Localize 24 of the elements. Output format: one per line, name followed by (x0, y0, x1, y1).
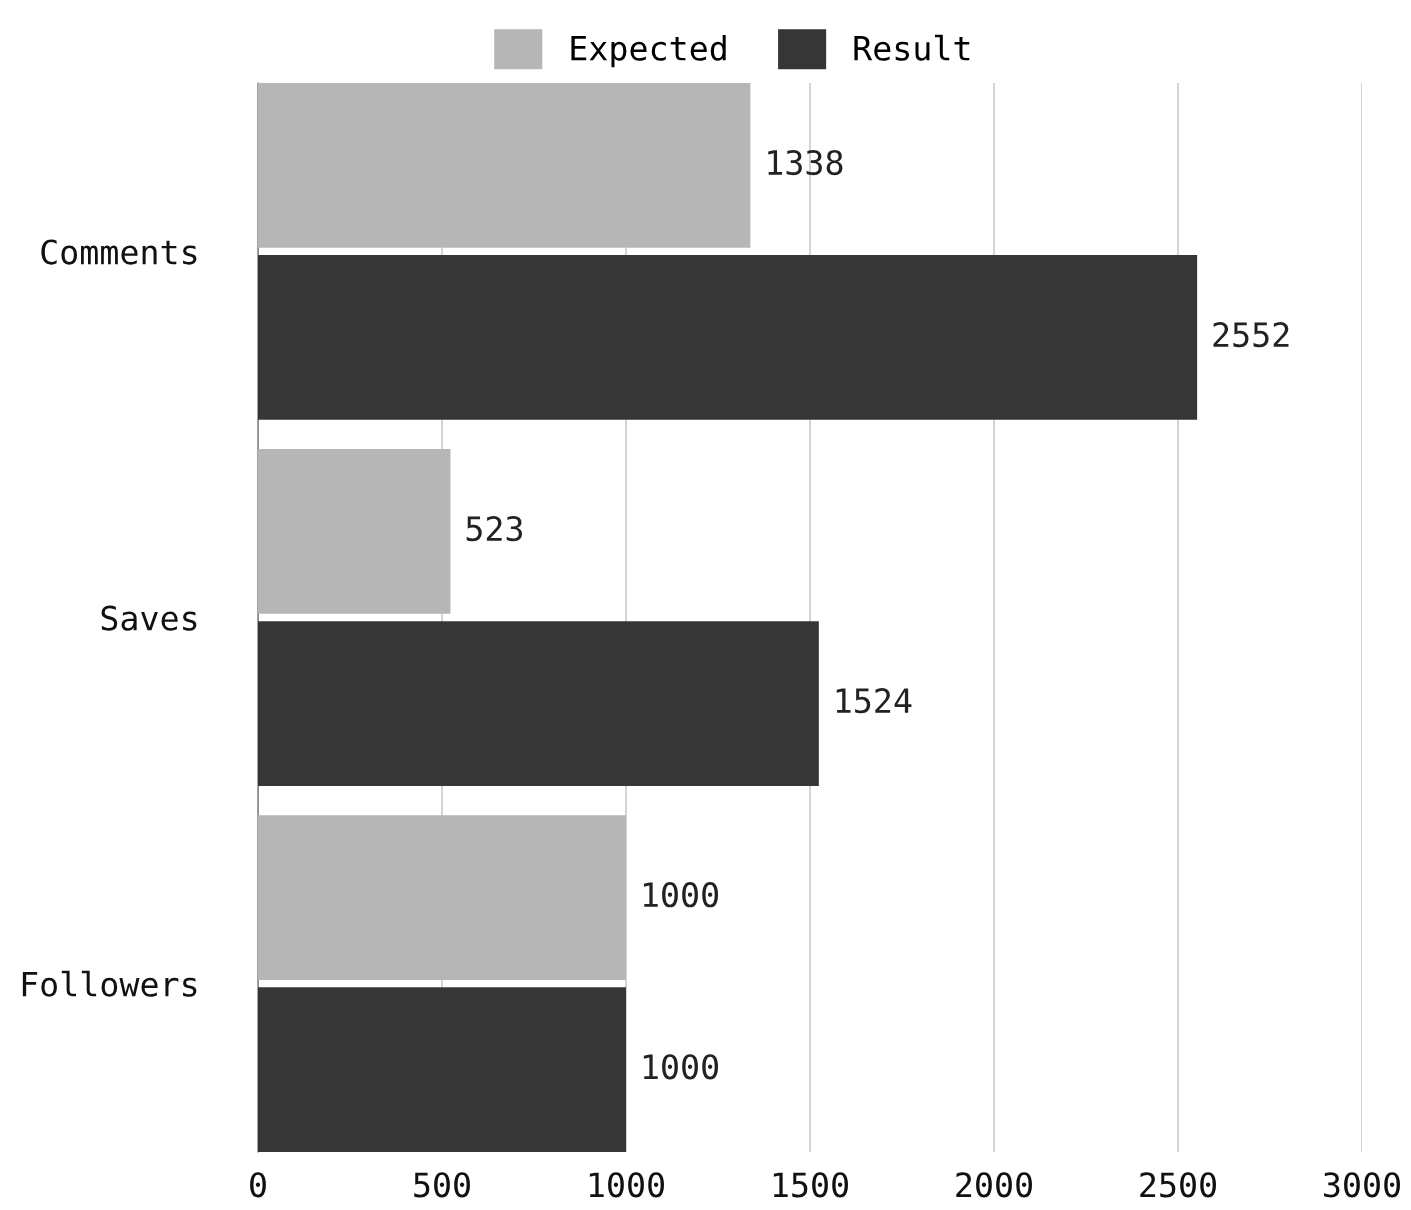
data-label: 523 (466, 516, 523, 542)
data-label: 1524 (836, 688, 912, 714)
data-label: 1000 (643, 1054, 718, 1080)
x-tick-label: 2000 (956, 1172, 1032, 1198)
x-tick-label: 3000 (1324, 1172, 1400, 1198)
y-tick-label: Saves (101, 605, 197, 631)
data-label: 1338 (768, 149, 843, 176)
x-tick-label: 1500 (773, 1172, 848, 1198)
legend-label: Expected (571, 35, 726, 68)
bar (258, 83, 751, 248)
bar (258, 621, 819, 786)
x-tick-label: 1000 (589, 1172, 664, 1198)
data-label: 1000 (643, 882, 718, 908)
x-tick-label: 2500 (1140, 1172, 1216, 1198)
y-tick-label: Comments (41, 239, 197, 265)
bar (258, 449, 451, 614)
x-tick-label: 0 (250, 1172, 266, 1198)
bar (258, 255, 1198, 420)
x-tick-label: 500 (414, 1172, 470, 1198)
bar (258, 987, 626, 1152)
bar (258, 815, 626, 980)
y-tick-label: Followers (22, 970, 197, 997)
data-label: 2552 (1213, 321, 1289, 348)
legend-label: Result (854, 34, 970, 61)
